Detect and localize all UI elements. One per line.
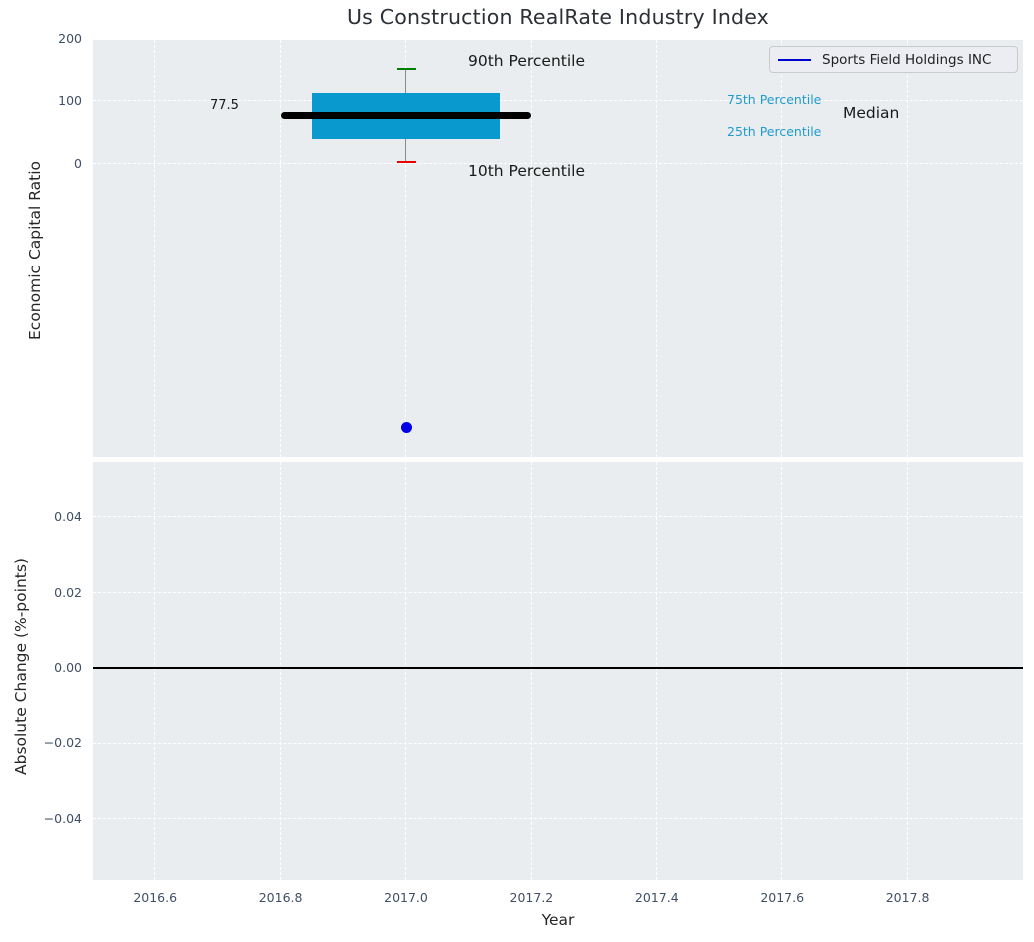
gridline-horizontal	[93, 100, 1023, 102]
x-tick-label: 2016.6	[133, 890, 178, 905]
gridline-horizontal	[93, 742, 1023, 744]
annotation-median: Median	[843, 104, 900, 122]
annotation-10th-percentile: 10th Percentile	[468, 162, 586, 180]
gridline-horizontal	[93, 591, 1023, 593]
x-tick-label: 2017.0	[384, 890, 428, 905]
gridline-vertical	[154, 462, 156, 880]
gridline-horizontal	[93, 818, 1023, 819]
y-tick-label: −0.02	[43, 735, 82, 751]
x-axis-label: Year	[541, 911, 575, 929]
x-tick-label: 2017.2	[509, 890, 554, 905]
y-tick-label: 0.02	[54, 584, 82, 600]
annotation-75th-percentile: 75th Percentile	[727, 92, 822, 107]
y-tick-label: −0.04	[43, 810, 82, 826]
legend: Sports Field Holdings INC	[769, 46, 1018, 73]
y-tick-label: 0.00	[54, 660, 82, 675]
x-tick-label: 2016.8	[258, 890, 303, 905]
gridline-horizontal	[93, 162, 1023, 164]
chart-title: Us Construction RealRate Industry Index	[346, 5, 770, 29]
annotation-25th-percentile: 25th Percentile	[727, 124, 822, 139]
gridline-vertical	[906, 462, 908, 880]
legend-line-swatch	[778, 58, 811, 61]
gridline-vertical	[656, 462, 657, 880]
y-tick-label: 100	[58, 93, 82, 108]
gridline-vertical	[781, 462, 783, 880]
annotation-90th-percentile: 90th Percentile	[468, 52, 586, 70]
top-plot-area	[93, 40, 1023, 457]
zero-line	[93, 667, 1023, 669]
gridline-vertical	[906, 40, 908, 457]
gridline-vertical	[530, 40, 532, 457]
x-tick-label: 2017.4	[634, 890, 679, 905]
bottom-plot-area	[93, 462, 1023, 880]
legend-label: Sports Field Holdings INC	[822, 51, 992, 68]
company-data-point	[400, 422, 412, 434]
gridline-horizontal	[93, 516, 1023, 518]
p90-cap	[396, 68, 416, 71]
p10-cap	[396, 160, 416, 163]
median-line	[280, 111, 532, 119]
gridline-vertical	[781, 40, 783, 457]
gridline-vertical	[656, 40, 657, 457]
gridline-vertical	[530, 462, 532, 880]
y-tick-label: 0	[74, 155, 82, 171]
y-axis-label-bottom: Absolute Change (%-points)	[12, 558, 30, 776]
gridline-vertical	[405, 462, 407, 880]
x-tick-label: 2017.6	[760, 890, 805, 905]
y-tick-label: 200	[58, 30, 82, 46]
x-tick-label: 2017.8	[885, 890, 930, 905]
gridline-vertical	[154, 40, 156, 457]
annotation-median-value: 77.5	[210, 98, 239, 113]
gridline-vertical	[279, 40, 281, 457]
gridline-vertical	[279, 462, 281, 880]
y-tick-label: 0.04	[54, 509, 82, 525]
gridline-vertical	[405, 40, 407, 457]
y-axis-label-top: Economic Capital Ratio	[26, 160, 44, 340]
